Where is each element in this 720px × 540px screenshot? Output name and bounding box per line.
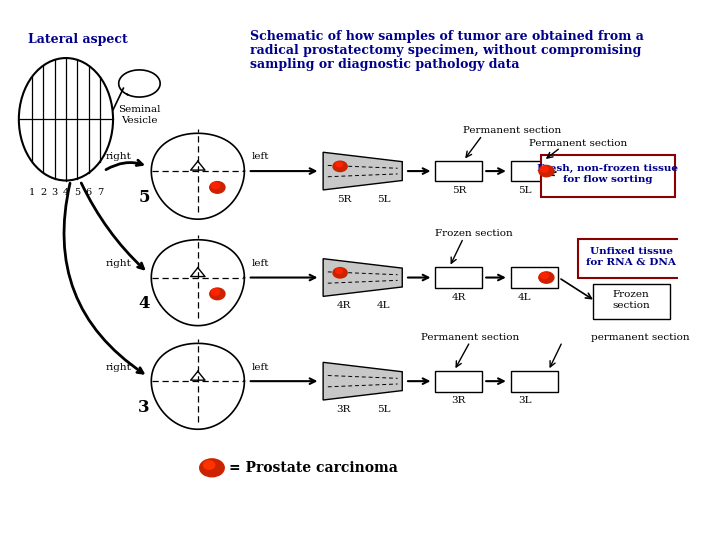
FancyBboxPatch shape [541, 155, 675, 197]
Text: left: left [251, 259, 269, 268]
Text: 3: 3 [138, 399, 150, 416]
Text: 4R: 4R [451, 293, 466, 302]
Text: left: left [251, 152, 269, 161]
Ellipse shape [212, 289, 220, 295]
Text: 4: 4 [63, 188, 69, 197]
Ellipse shape [541, 273, 548, 279]
Text: 6: 6 [86, 188, 91, 197]
Text: Unfixed tissue
for RNA & DNA: Unfixed tissue for RNA & DNA [586, 247, 676, 267]
Text: 5: 5 [138, 189, 150, 206]
Bar [435, 267, 482, 288]
Polygon shape [323, 259, 402, 296]
Text: 2: 2 [40, 188, 47, 197]
Polygon shape [323, 362, 402, 400]
Text: Seminal
Vesicle: Seminal Vesicle [118, 105, 161, 125]
Text: right: right [106, 362, 132, 372]
Ellipse shape [210, 288, 225, 300]
Text: = Prostate carcinoma: = Prostate carcinoma [229, 461, 397, 475]
Text: Permanent section: Permanent section [421, 333, 519, 342]
Text: 5R: 5R [451, 186, 466, 195]
Ellipse shape [210, 181, 225, 193]
Bar [510, 161, 558, 181]
Ellipse shape [333, 268, 347, 278]
Text: Lateral aspect: Lateral aspect [28, 32, 128, 45]
Text: Permanent section: Permanent section [529, 139, 628, 147]
Text: right: right [106, 259, 132, 268]
Text: Frozen
section: Frozen section [612, 291, 650, 310]
Ellipse shape [204, 461, 215, 469]
Text: radical prostatectomy specimen, without compromising: radical prostatectomy specimen, without … [250, 44, 641, 57]
Text: 3: 3 [52, 188, 58, 197]
Text: 3R: 3R [337, 404, 351, 414]
Ellipse shape [336, 162, 343, 167]
Text: Frozen section: Frozen section [435, 229, 513, 238]
Ellipse shape [212, 183, 220, 188]
Text: 3L: 3L [518, 396, 531, 405]
Text: 7: 7 [96, 188, 103, 197]
Ellipse shape [541, 166, 548, 172]
Text: 5L: 5L [377, 194, 390, 204]
Text: right: right [106, 152, 132, 161]
Bar [510, 371, 558, 392]
Bar [435, 161, 482, 181]
Text: 4L: 4L [377, 301, 390, 310]
Text: Fresh, non-frozen tissue
for flow sorting: Fresh, non-frozen tissue for flow sortin… [537, 164, 678, 184]
Bar [510, 267, 558, 288]
FancyBboxPatch shape [578, 239, 684, 279]
Text: 4L: 4L [518, 293, 531, 302]
Ellipse shape [539, 272, 554, 283]
Text: 1: 1 [29, 188, 35, 197]
Polygon shape [323, 152, 402, 190]
Text: 5: 5 [74, 188, 81, 197]
Ellipse shape [539, 165, 554, 177]
Text: 5L: 5L [518, 186, 531, 195]
Text: 3R: 3R [451, 396, 466, 405]
Bar [435, 371, 482, 392]
Text: Permanent section: Permanent section [464, 126, 562, 136]
Text: 5R: 5R [337, 194, 351, 204]
Text: sampling or diagnostic pathology data: sampling or diagnostic pathology data [250, 58, 519, 71]
Ellipse shape [199, 459, 224, 477]
Text: 4: 4 [138, 295, 150, 313]
Text: left: left [251, 362, 269, 372]
Text: permanent section: permanent section [590, 333, 689, 342]
Text: 4R: 4R [337, 301, 351, 310]
Text: 5L: 5L [377, 404, 390, 414]
FancyBboxPatch shape [593, 284, 670, 319]
Ellipse shape [336, 268, 343, 273]
Text: Schematic of how samples of tumor are obtained from a: Schematic of how samples of tumor are ob… [250, 30, 644, 43]
Ellipse shape [333, 161, 347, 172]
